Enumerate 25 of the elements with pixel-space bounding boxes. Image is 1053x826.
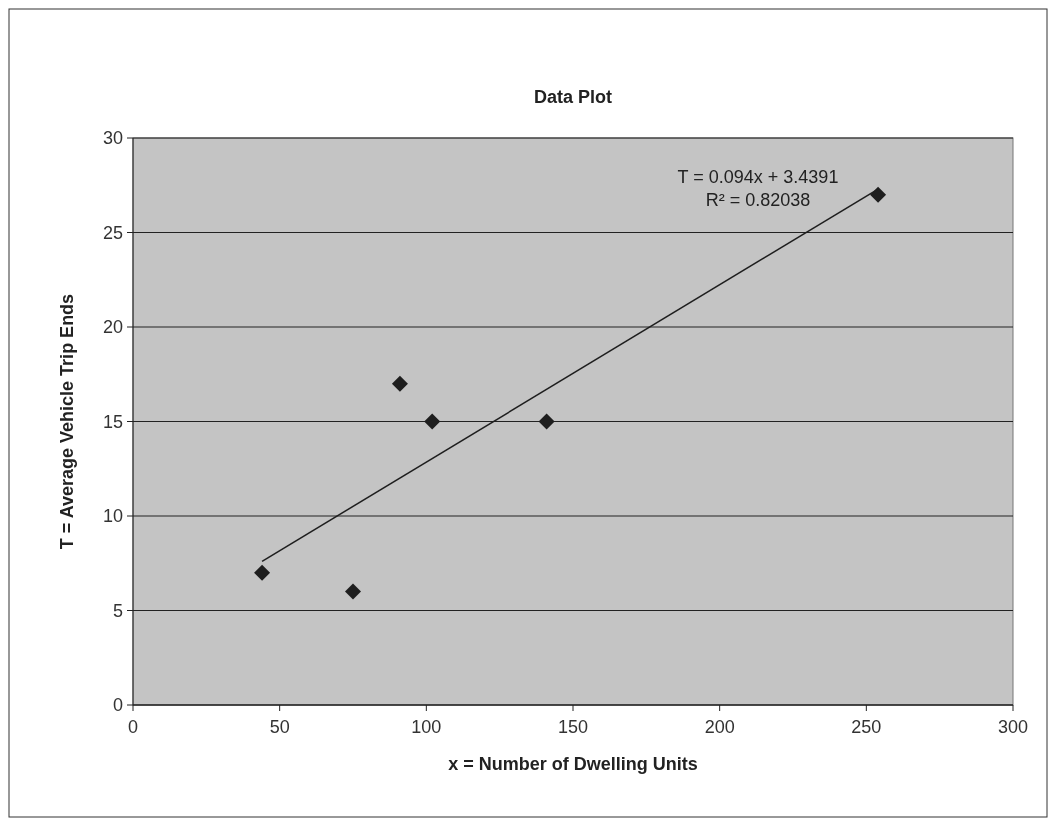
- x-tick-label: 50: [269, 717, 290, 737]
- x-tick-label: 0: [127, 717, 139, 737]
- point: [254, 564, 271, 581]
- x-tick-label: 200: [704, 717, 735, 737]
- y-tick-label: 5: [112, 600, 123, 621]
- point: [424, 413, 441, 430]
- y-axis-title: T = Average Vehicle Trip Ends: [57, 293, 77, 550]
- point: [345, 583, 361, 600]
- x-tick-label: 300: [997, 717, 1029, 737]
- y-tick-label: 0: [112, 695, 123, 716]
- point: [391, 375, 408, 392]
- y-tick-label: 20: [102, 317, 123, 338]
- x-tick-label: 150: [557, 717, 589, 737]
- x-tick-label: 250: [851, 717, 882, 737]
- x-tick-label: 100: [411, 717, 442, 737]
- y-tick-label: 15: [102, 411, 123, 432]
- y-tick-label: 25: [102, 222, 123, 243]
- chart-title: Data Plot: [533, 87, 613, 107]
- point: [870, 186, 887, 203]
- annotation: R² = 0.82038: [705, 190, 811, 210]
- point: [538, 413, 555, 430]
- y-tick-label: 30: [102, 128, 123, 149]
- x-axis-title: x = Number of Dwelling Units: [448, 754, 698, 774]
- annotation: T = 0.094x + 3.4391: [677, 167, 839, 187]
- y-tick-label: 10: [102, 506, 123, 527]
